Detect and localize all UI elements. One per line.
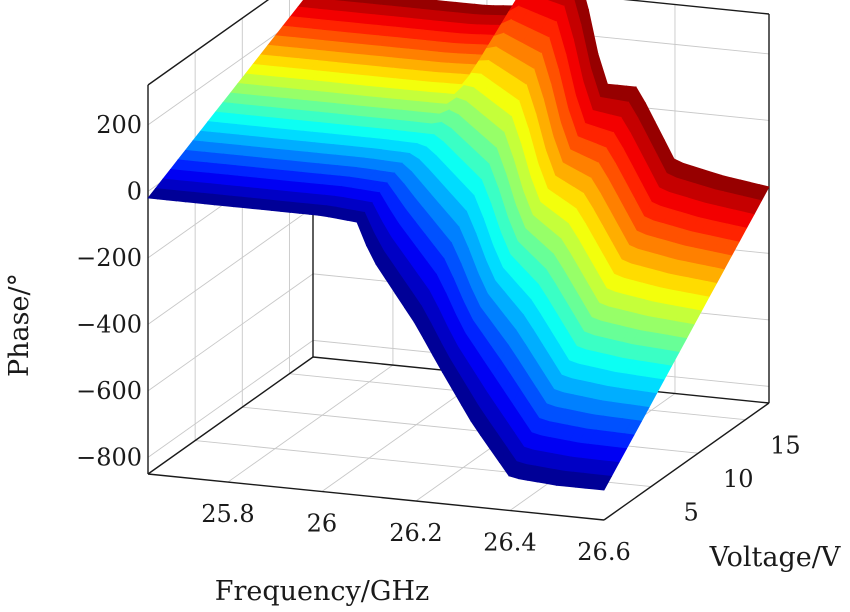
box-edge	[147, 356, 314, 475]
z-grid-line	[147, 273, 314, 392]
y-tick-label: 5	[684, 499, 699, 527]
z-tick-label: 200	[96, 111, 142, 139]
box-edge	[603, 402, 770, 521]
z-tick-label: −600	[76, 377, 142, 405]
y-tick-label: 10	[723, 465, 754, 493]
surface	[147, 0, 770, 491]
z-axis-title: Phase/°	[4, 273, 35, 377]
z-grid-line	[147, 340, 314, 458]
box-edge	[147, 0, 270, 86]
x-tick-label: 25.8	[201, 500, 254, 528]
z-tick-label: −400	[76, 310, 142, 338]
y-tick-label: 15	[770, 432, 801, 460]
x-tick-label: 26.4	[483, 529, 536, 557]
box-edge	[147, 473, 605, 521]
z-grid-line	[147, 207, 314, 325]
axis-box-front	[147, 402, 770, 521]
z-tick-label: −800	[76, 443, 142, 471]
y-axis-title: Voltage/V	[709, 542, 841, 573]
x-tick-label: 26.6	[577, 538, 630, 566]
surface-patch	[593, 474, 613, 491]
z-tick-label: −200	[76, 244, 142, 272]
x-axis-title: Frequency/GHz	[215, 576, 429, 607]
tick-labels: 25.8 26 26.2 26.4 26.6 5 10 15 200 0 −200 −400 −600 −…	[76, 111, 801, 566]
x-tick-label: 26	[307, 510, 338, 538]
x-grid-line	[227, 364, 394, 483]
x-tick-label: 26.2	[389, 519, 442, 547]
box-edge	[623, 0, 770, 15]
z-tick-label: 0	[127, 177, 142, 205]
